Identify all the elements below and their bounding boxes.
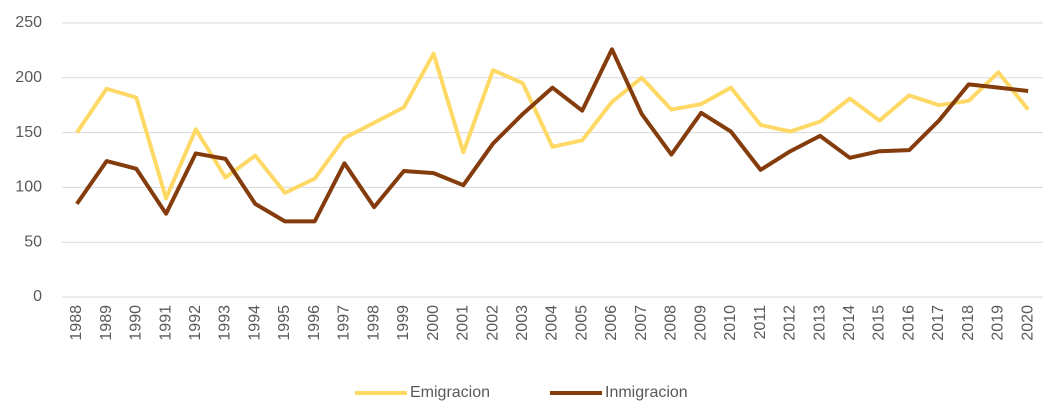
x-tick-label: 1998 <box>365 305 382 341</box>
y-tick-label: 200 <box>15 69 42 86</box>
legend-label: Emigracion <box>410 384 490 401</box>
x-tick-label: 2004 <box>544 305 561 341</box>
x-tick-label: 2011 <box>752 305 769 340</box>
y-tick-label: 100 <box>15 179 42 196</box>
data-line <box>75 47 1029 224</box>
x-tick-label: 1992 <box>187 305 204 341</box>
x-tick-label: 2005 <box>573 305 590 341</box>
y-tick-label: 150 <box>15 124 42 141</box>
x-tick-label: 2017 <box>930 305 947 341</box>
x-tick-label: 1991 <box>157 305 174 341</box>
x-tick-label: 1996 <box>306 305 323 341</box>
x-tick-label: 2016 <box>900 305 917 341</box>
y-tick-label: 50 <box>24 233 42 250</box>
x-tick-label: 1995 <box>276 305 293 341</box>
x-tick-label: 2006 <box>603 305 620 341</box>
legend-label: Inmigracion <box>605 384 688 401</box>
x-tick-label: 1990 <box>128 305 145 341</box>
x-tick-label: 1997 <box>336 305 353 341</box>
x-tick-label: 2013 <box>811 305 828 341</box>
x-tick-label: 1989 <box>98 305 115 341</box>
x-tick-label: 2009 <box>692 305 709 341</box>
x-tick-label: 2010 <box>722 305 739 341</box>
x-tick-label: 2015 <box>871 305 888 341</box>
x-tick-label: 2019 <box>990 305 1007 341</box>
x-tick-label: 2002 <box>484 305 501 341</box>
x-tick-label: 2001 <box>455 305 472 341</box>
x-tick-label: 2018 <box>960 305 977 341</box>
x-tick-label: 2003 <box>514 305 531 341</box>
x-tick-label: 2007 <box>633 305 650 341</box>
x-tick-label: 2000 <box>425 305 442 341</box>
x-tick-label: 2008 <box>663 305 680 341</box>
data-line <box>75 51 1030 201</box>
x-tick-label: 2012 <box>782 305 799 341</box>
x-tick-label: 1994 <box>246 305 263 341</box>
y-tick-label: 250 <box>15 14 42 31</box>
x-tick-label: 2014 <box>841 305 858 341</box>
x-tick-label: 1999 <box>395 305 412 341</box>
x-tick-label: 1993 <box>217 305 234 341</box>
x-tick-label: 2020 <box>1019 305 1036 341</box>
y-tick-label: 0 <box>33 288 42 305</box>
x-tick-label: 1988 <box>68 305 85 341</box>
